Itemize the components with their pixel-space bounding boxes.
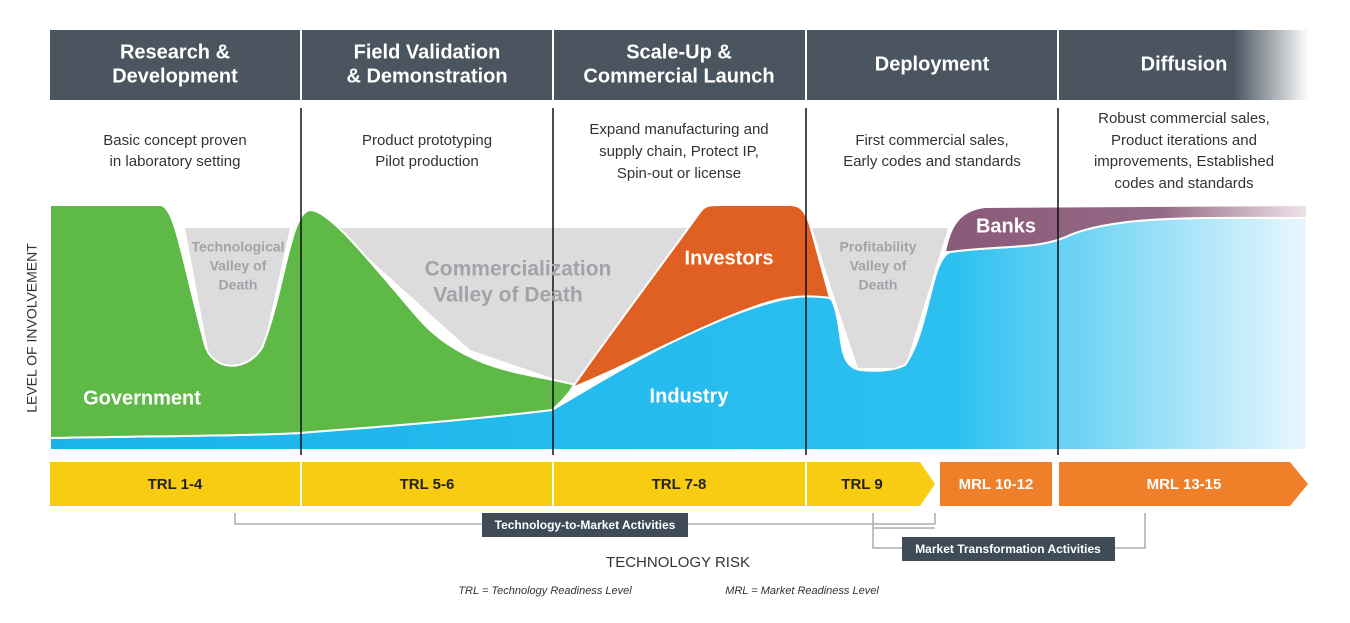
stage-description: Robust commercial sales,: [1098, 110, 1270, 127]
stage-description: First commercial sales,: [855, 132, 1008, 149]
stage-description: Early codes and standards: [843, 153, 1021, 170]
stage-title: Development: [112, 65, 238, 87]
stage-title: Diffusion: [1141, 53, 1228, 75]
activity-box: [482, 513, 688, 537]
stage-descriptions: Basic concept proven in laboratory setti…: [103, 110, 1274, 192]
involvement-areas: [49, 203, 1308, 451]
stage-headers: Research & Development Field Validation …: [50, 30, 1309, 100]
readiness-bar: TRL 1-4 TRL 5-6 TRL 7-8 TRL 9 MRL 10-12 …: [50, 462, 1308, 506]
readiness-label: TRL 9: [841, 476, 882, 493]
readiness-label: TRL 1-4: [148, 476, 203, 493]
readiness-segment: [302, 462, 552, 506]
x-axis-label: TECHNOLOGY RISK: [606, 554, 750, 571]
header-box: [554, 30, 805, 100]
stage-title: & Demonstration: [346, 65, 507, 87]
actor-label: Banks: [976, 215, 1036, 237]
valley-label: Valley of Death: [433, 284, 582, 307]
readiness-segment: [1059, 462, 1308, 506]
readiness-segment: [554, 462, 805, 506]
bracket: [234, 513, 936, 525]
y-axis-label: LEVEL OF INVOLVEMENT: [24, 243, 40, 413]
readiness-segment: [50, 462, 300, 506]
valley-label: Technological: [191, 239, 284, 255]
readiness-label: MRL 13-15: [1147, 476, 1222, 493]
stage-description: Product iterations and: [1111, 132, 1257, 149]
header-box: [807, 30, 1057, 100]
stage-description: Basic concept proven: [103, 132, 246, 149]
stage-description: Pilot production: [375, 153, 478, 170]
stage-description: improvements, Established: [1094, 153, 1274, 170]
valley: [185, 228, 290, 372]
government-area: [49, 204, 577, 440]
readiness-label: TRL 5-6: [400, 476, 455, 493]
actor-label: Industry: [650, 385, 730, 407]
valley: [812, 228, 948, 368]
actor-label: Investors: [685, 247, 774, 269]
stage-description: Expand manufacturing and: [589, 121, 768, 138]
stage-dividers: [300, 108, 1059, 455]
readiness-label: TRL 7-8: [652, 476, 707, 493]
stage-description: Spin-out or license: [617, 165, 741, 182]
actor-label: Government: [83, 387, 201, 409]
stage-description: supply chain, Protect IP,: [599, 143, 759, 160]
header-box: [1059, 30, 1309, 100]
stage-title: Field Validation: [354, 41, 501, 63]
footnote: MRL = Market Readiness Level: [725, 585, 879, 597]
valley-label: Commercialization: [425, 258, 612, 281]
activity-brackets: [234, 513, 1146, 549]
valley-label: Profitability: [839, 239, 916, 255]
valley-label: Death: [859, 277, 898, 293]
footnote: TRL = Technology Readiness Level: [458, 585, 632, 597]
stage-description: codes and standards: [1114, 175, 1253, 192]
stage-description: Product prototyping: [362, 132, 492, 149]
stage-title: Research &: [120, 41, 230, 63]
activity-box: [902, 537, 1115, 561]
readiness-segment: [807, 462, 935, 506]
valley-label: Valley of: [850, 258, 907, 274]
investors-area: [569, 204, 832, 391]
stage-description: in laboratory setting: [110, 153, 241, 170]
activity-label: Market Transformation Activities: [915, 542, 1101, 556]
header-box: [50, 30, 300, 100]
readiness-segment: [940, 462, 1052, 506]
header-box: [302, 30, 552, 100]
banks-area: [943, 203, 1308, 253]
stage-title: Scale-Up &: [626, 41, 732, 63]
activity-label: Technology-to-Market Activities: [495, 518, 676, 532]
valley-label: Valley of: [210, 258, 267, 274]
bracket: [872, 513, 1146, 549]
stage-title: Commercial Launch: [583, 65, 774, 87]
stage-title: Deployment: [875, 53, 990, 75]
readiness-label: MRL 10-12: [959, 476, 1034, 493]
valley-label: Death: [219, 277, 258, 293]
